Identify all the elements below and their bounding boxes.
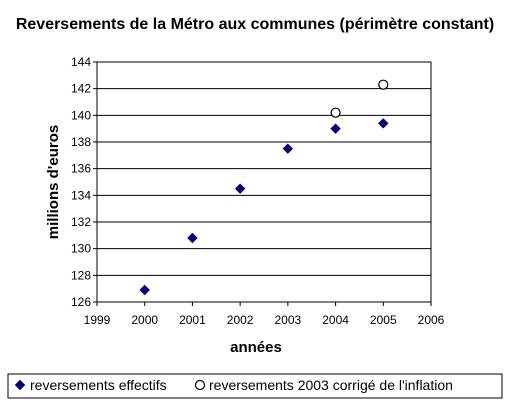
y-tick-label: 134 <box>71 188 91 202</box>
y-tick-label: 144 <box>71 55 91 69</box>
y-tick-label: 126 <box>71 295 91 309</box>
y-axis-label: millions d'euros <box>45 125 62 239</box>
data-point-effectifs <box>139 284 150 296</box>
legend-label-inflation: reversements 2003 corrigé de l'inflation <box>209 377 453 393</box>
x-tick-label: 2002 <box>227 313 254 327</box>
x-tick-label: 1999 <box>84 313 111 327</box>
legend-box <box>7 373 503 399</box>
data-point-effectifs <box>234 183 246 194</box>
x-tick-label: 2004 <box>322 313 349 327</box>
legend-label-effectifs: reversements effectifs <box>30 377 167 393</box>
y-tick-label: 136 <box>71 162 91 176</box>
chart-title: Reversements de la Métro aux communes (p… <box>16 16 494 33</box>
legend-marker-circle <box>194 379 206 391</box>
x-tick-label: 2006 <box>418 313 445 327</box>
data-point-inflation <box>330 107 341 118</box>
y-tick-label: 138 <box>71 135 91 149</box>
data-points <box>139 79 389 296</box>
x-tick-label: 2000 <box>131 313 158 327</box>
data-point-effectifs <box>282 143 294 154</box>
y-tick-label: 130 <box>71 242 91 256</box>
legend-marker-diamond <box>14 379 26 391</box>
y-tick-label: 142 <box>71 82 91 96</box>
x-tick-label: 2001 <box>179 313 206 327</box>
y-tick-label: 140 <box>71 108 91 122</box>
x-tick-label: 2003 <box>275 313 302 327</box>
data-point-inflation <box>378 79 389 90</box>
x-axis: 1999 2000 2001 2002 2003 2004 2005 2006 <box>84 302 445 327</box>
x-tick-label: 2005 <box>370 313 397 327</box>
legend: reversements effectifs reversements 2003… <box>7 373 503 399</box>
y-axis: 126 128 130 132 134 136 138 140 142 144 <box>71 55 97 309</box>
grid <box>97 88 431 276</box>
plot-area <box>96 61 432 303</box>
y-tick-label: 128 <box>71 268 91 282</box>
data-point-effectifs <box>378 118 389 129</box>
x-axis-label: années <box>230 339 282 356</box>
y-tick-label: 132 <box>71 215 91 229</box>
data-point-effectifs <box>330 123 341 134</box>
data-point-effectifs <box>187 232 198 244</box>
